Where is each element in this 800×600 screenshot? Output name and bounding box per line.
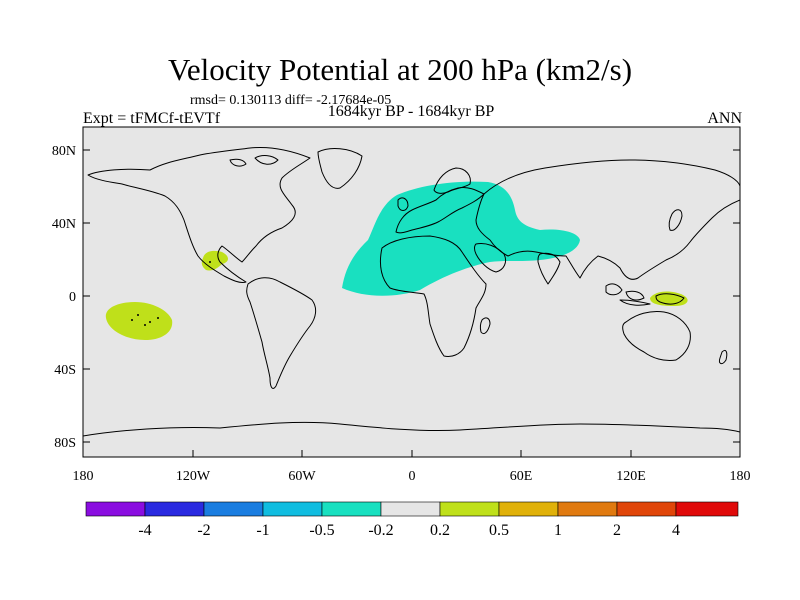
colorbar-box bbox=[144, 501, 205, 517]
lon-tick-label: 60E bbox=[510, 469, 533, 484]
colorbar-label: -0.2 bbox=[368, 522, 393, 539]
colorbar-label: 4 bbox=[672, 522, 680, 539]
colorbar-box bbox=[380, 501, 441, 517]
lat-tick-label: 80S bbox=[54, 436, 76, 451]
lon-tick-label: 60W bbox=[288, 469, 316, 484]
colorbar-label: -0.5 bbox=[309, 522, 334, 539]
period-label: 1684kyr BP - 1684kyr BP bbox=[327, 103, 495, 120]
colorbar-label: 2 bbox=[613, 522, 621, 539]
colorbar bbox=[85, 501, 739, 517]
lon-tick-label: 0 bbox=[409, 469, 416, 484]
colorbar-box bbox=[439, 501, 500, 517]
colorbar-label: -1 bbox=[256, 522, 269, 539]
region-dots bbox=[131, 261, 211, 326]
colorbar-box bbox=[321, 501, 382, 517]
colorbar-box bbox=[675, 501, 739, 517]
lon-tick-label: 180 bbox=[730, 469, 751, 484]
colorbar-label: -2 bbox=[197, 522, 210, 539]
lon-tick-label: 120W bbox=[176, 469, 211, 484]
region-positive-south-pacific bbox=[105, 302, 173, 340]
colorbar-label: 1 bbox=[554, 522, 562, 539]
colorbar-box bbox=[616, 501, 677, 517]
lat-tick-label: 40N bbox=[52, 217, 76, 232]
colorbar-box bbox=[262, 501, 323, 517]
season-label: ANN bbox=[707, 110, 742, 127]
colorbar-label: -4 bbox=[138, 522, 151, 539]
colorbar-box bbox=[85, 501, 146, 517]
stats-label: rmsd= 0.130113 diff= -2.17684e-05 bbox=[190, 93, 392, 108]
colorbar-label: 0.5 bbox=[489, 522, 509, 539]
colorbar-label: 0.2 bbox=[430, 522, 450, 539]
lat-tick-label: 40S bbox=[54, 363, 76, 378]
experiment-label: Expt = tFMCf-tEVTf bbox=[83, 110, 221, 127]
chart-title: Velocity Potential at 200 hPa (km2/s) bbox=[167, 52, 633, 87]
lat-tick-label: 0 bbox=[69, 290, 76, 305]
colorbar-box bbox=[498, 501, 559, 517]
lon-tick-label: 120E bbox=[616, 469, 646, 484]
colorbar-box bbox=[557, 501, 618, 517]
colorbar-box bbox=[203, 501, 264, 517]
lon-tick-label: 180 bbox=[73, 469, 94, 484]
lat-tick-label: 80N bbox=[52, 144, 76, 159]
coastlines bbox=[83, 147, 740, 437]
axis-ticks bbox=[82, 149, 741, 457]
